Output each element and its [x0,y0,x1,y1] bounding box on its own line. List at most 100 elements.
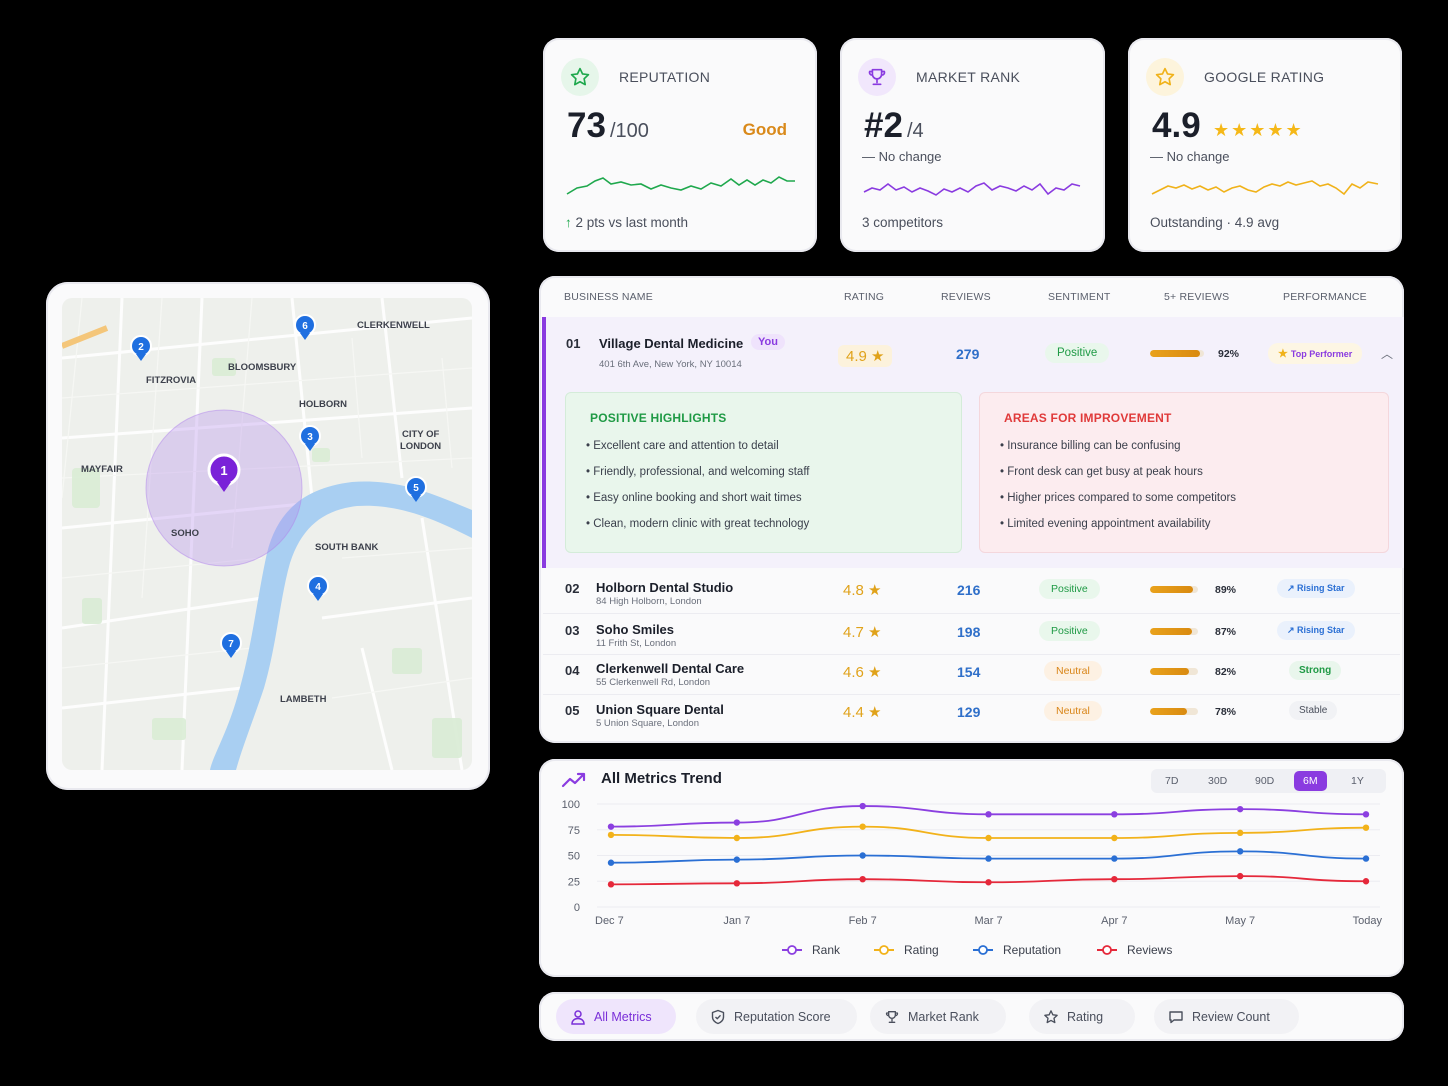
legend-label: Rank [812,943,841,957]
column-header[interactable]: RATING [844,291,885,303]
table-row[interactable]: 05 Union Square Dental 5 Union Square, L… [543,694,1400,734]
data-point [859,823,866,830]
column-header[interactable]: REVIEWS [941,291,991,303]
reputation-suffix: /100 [609,120,649,142]
nav-review-count[interactable]: Review Count [1154,999,1299,1034]
chevron-up-icon[interactable]: ︿ [1381,347,1394,361]
column-header[interactable]: BUSINESS NAME [564,291,653,303]
metric-nav: All Metrics Reputation Score Market Rank… [539,992,1404,1041]
data-point [859,875,866,883]
star-icon: ★ [1278,348,1291,360]
map-label: BLOOMSBURY [228,362,297,373]
row-address: 401 6th Ave, New York, NY 10014 [599,359,742,370]
data-point [1362,811,1370,818]
column-header[interactable]: 5+ REVIEWS [1164,291,1230,303]
svg-text:4: 4 [315,582,321,593]
map-label: LONDON [400,441,441,452]
range-1y[interactable]: 1Y [1351,775,1364,787]
map-pin-selected[interactable]: 1 [207,453,241,492]
range-7d[interactable]: 7D [1165,775,1179,787]
y-tick-label: 50 [568,851,580,863]
row-rank: 01 [566,336,581,351]
table-row[interactable]: 04 Clerkenwell Dental Care 55 Clerkenwel… [543,654,1400,694]
reviews-bar [1150,350,1204,357]
row-rank: 04 [565,663,580,678]
data-point [1236,848,1244,855]
market-rank-card[interactable]: MARKET RANK #2/4 — No change 3 competito… [840,38,1105,252]
nav-reputation-score[interactable]: Reputation Score [696,999,857,1034]
star-icon [1146,58,1184,96]
nav-market-rank[interactable]: Market Rank [870,999,1006,1034]
google-rating-sparkline [1151,180,1379,196]
trend-title: All Metrics Trend [601,770,722,787]
legend-label: Reputation [1003,943,1061,957]
svg-text:3: 3 [307,432,313,443]
map[interactable]: CLERKENWELL BLOOMSBURY FITZROVIA HOLBORN… [62,298,472,770]
y-tick-label: 0 [574,902,580,914]
map-pin[interactable]: 5 [405,476,427,502]
column-header[interactable]: PERFORMANCE [1283,291,1367,303]
sentiment-badge: Neutral [1044,701,1102,721]
reputation-footer: ↑ 2 pts vs last month [565,215,689,230]
trending-up-icon: ↗ [1287,583,1298,593]
nav-all-metrics[interactable]: All Metrics [556,999,676,1034]
reviews-pct: 87% [1215,626,1237,638]
data-point [1111,834,1118,842]
rising-star-badge: ↗ Rising Star [1277,621,1355,640]
map-pin[interactable]: 3 [299,425,321,451]
map-label: CITY OF [402,429,439,440]
row-name: Soho Smiles [596,622,675,637]
map-pin[interactable]: 7 [220,632,242,658]
table-row-expanded[interactable]: 01 Village Dental Medicine You 401 6th A… [542,317,1404,568]
map-pin[interactable]: 6 [294,314,316,340]
map-card[interactable]: CLERKENWELL BLOOMSBURY FITZROVIA HOLBORN… [46,282,490,790]
table-row[interactable]: 02 Holborn Dental Studio 84 High Holborn… [543,572,1400,612]
sentiment-badge: Positive [1045,343,1110,363]
data-point [1236,829,1244,837]
row-rank: 02 [565,581,580,596]
improvement-item: • Insurance billing can be confusing [1000,440,1181,452]
highlight-item: • Easy online booking and short wait tim… [586,492,802,504]
reviews-bar [1150,708,1198,715]
sentiment-badge: Neutral [1044,661,1102,681]
positive-highlights-panel: POSITIVE HIGHLIGHTS • Excellent care and… [565,392,962,553]
legend-marker [1102,945,1112,955]
range-30d[interactable]: 30D [1208,775,1228,787]
x-tick-label: Mar 7 [974,915,1002,927]
x-tick-label: Feb 7 [849,915,877,927]
positive-highlights-title: POSITIVE HIGHLIGHTS [590,411,727,425]
stable-badge: Stable [1289,701,1338,720]
data-point [1111,875,1118,883]
table-row[interactable]: 03 Soho Smiles 11 Frith St, London 4.7 ★… [543,613,1400,653]
reviews-pct: 82% [1215,666,1237,678]
google-rating-title: GOOGLE RATING [1204,69,1325,85]
highlight-item: • Clean, modern clinic with great techno… [586,518,810,530]
row-divider [543,694,1400,695]
reviews-bar [1150,628,1198,635]
svg-text:5: 5 [413,483,419,494]
row-reviews: 154 [957,664,981,680]
range-90d[interactable]: 90D [1255,775,1275,787]
nav-rating[interactable]: Rating [1029,999,1135,1034]
row-name: Clerkenwell Dental Care [596,661,745,676]
map-pin[interactable]: 4 [307,575,329,601]
map-pin[interactable]: 2 [130,318,152,361]
reputation-card[interactable]: REPUTATION 73/100 Good ↑ 2 pts vs last m… [543,38,817,252]
range-6m[interactable]: 6M [1294,771,1327,791]
svg-text:2: 2 [138,342,144,353]
data-point [859,802,866,810]
reviews-pct: 92% [1218,348,1240,360]
market-rank-sparkline [863,182,1081,196]
google-rating-card[interactable]: GOOGLE RATING 4.9 ★★★★★ — No change Outs… [1128,38,1402,252]
legend-label: Reviews [1127,943,1172,957]
data-point [985,855,992,862]
row-rating: 4.8 ★ [843,582,882,599]
row-name: Holborn Dental Studio [596,580,734,595]
reputation-title: REPUTATION [619,69,711,85]
column-header[interactable]: SENTIMENT [1048,291,1111,303]
data-point [733,856,741,863]
data-point [1362,855,1370,862]
shield-icon [710,1009,726,1025]
data-point [985,811,992,818]
x-tick-label: Jan 7 [723,915,750,927]
